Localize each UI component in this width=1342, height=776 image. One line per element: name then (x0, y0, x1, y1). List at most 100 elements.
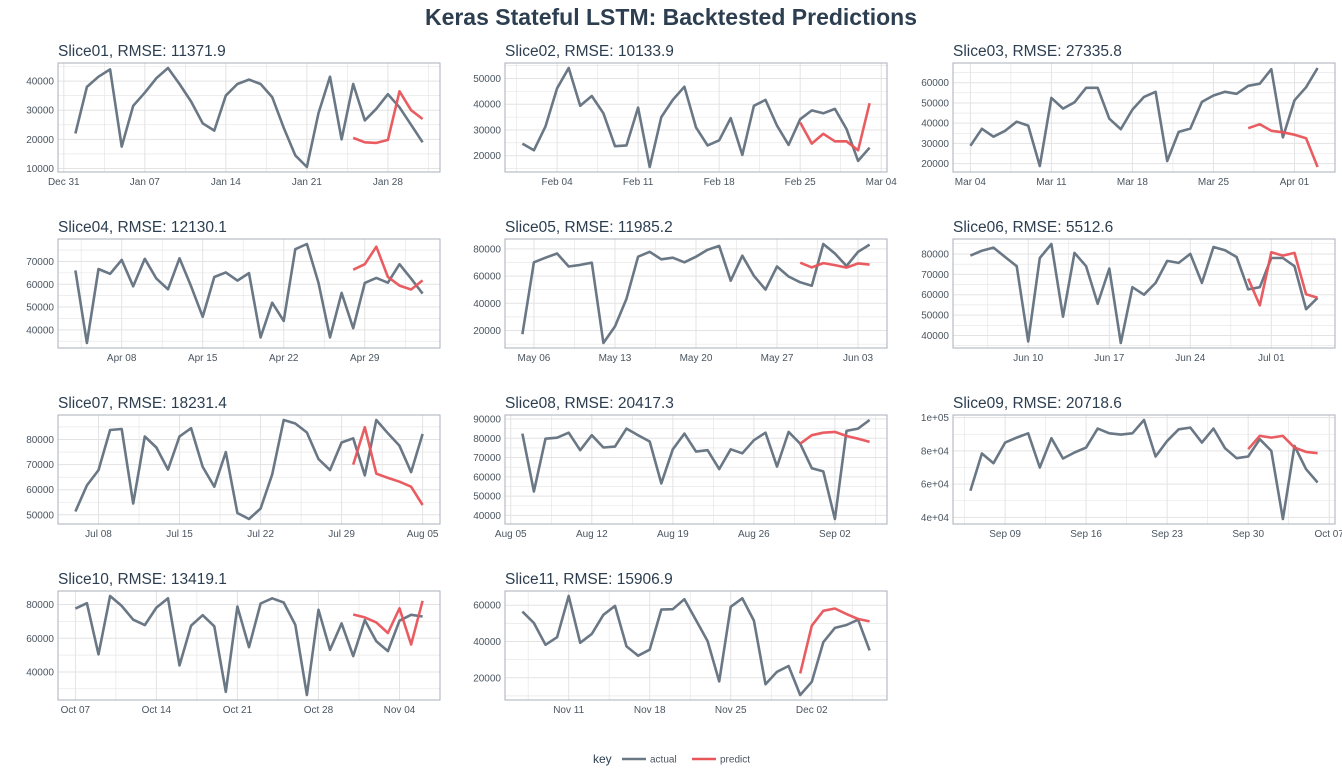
x-tick-label: Mar 18 (1117, 177, 1149, 188)
predict-series-line (1247, 434, 1318, 455)
y-tick-label: 30000 (921, 139, 949, 150)
y-tick-label: 20000 (921, 159, 949, 170)
x-tick-label: Nov 11 (553, 705, 584, 716)
x-tick-label: May 20 (680, 353, 713, 364)
panel-slice07: Slice07, RMSE: 18231.4 50000 60000 70000 800… (26, 395, 441, 540)
panel-slice08: Slice08, RMSE: 20417.3 40000 50000 60000 700… (473, 395, 888, 540)
panel-title: Slice08, RMSE: 20417.3 (505, 395, 674, 412)
panel-title: Slice06, RMSE: 5512.6 (953, 219, 1113, 236)
y-tick-label: 70000 (26, 460, 54, 471)
panel-title: Slice09, RMSE: 20718.6 (953, 395, 1122, 412)
y-tick-label: 60000 (26, 634, 54, 645)
x-tick-label: Apr 15 (188, 353, 218, 364)
chart-title: Keras Stateful LSTM: Backtested Predicti… (424, 4, 918, 30)
y-tick-label: 40000 (921, 331, 949, 342)
predict-series-line (1247, 122, 1319, 168)
y-tick-label: 30000 (26, 106, 54, 117)
x-tick-label: May 13 (599, 353, 632, 364)
actual-series-line (74, 594, 423, 697)
panel-slice02: Slice02, RMSE: 10133.9 20000 30000 40000 500… (473, 43, 897, 188)
x-tick-label: Apr 29 (350, 353, 380, 364)
y-tick-label: 60000 (473, 272, 501, 283)
y-tick-label: 80000 (26, 600, 54, 611)
x-tick-label: Jul 22 (247, 529, 274, 540)
y-tick-label: 40000 (921, 119, 949, 130)
panel-slice01: Slice01, RMSE: 11371.9 10000 20000 30000 400… (26, 43, 441, 188)
x-tick-label: Mar 25 (1198, 177, 1230, 188)
panel-slice09: Slice09, RMSE: 20718.6 4e+04 6e+04 8e+04 1e+… (921, 395, 1342, 540)
x-tick-label: Mar 04 (955, 177, 987, 188)
y-tick-label: 70000 (921, 270, 949, 281)
x-tick-label: Nov 25 (715, 705, 747, 716)
x-tick-label: Mar 04 (866, 177, 898, 188)
y-tick-label: 40000 (26, 77, 54, 88)
y-tick-label: 4e+04 (921, 513, 950, 524)
legend-label-predict: predict (720, 755, 750, 766)
x-tick-label: Oct 21 (223, 705, 253, 716)
x-tick-label: Sep 02 (819, 529, 851, 540)
panel-title: Slice11, RMSE: 15906.9 (505, 571, 673, 588)
y-tick-label: 70000 (26, 257, 54, 268)
panel-border (952, 62, 1336, 173)
x-tick-label: Aug 19 (657, 529, 689, 540)
predict-series-line (799, 102, 871, 152)
x-tick-label: Jun 24 (1175, 353, 1205, 364)
panel-slice06: Slice06, RMSE: 5512.6 40000 50000 60000 7000… (921, 219, 1336, 364)
actual-series-line (74, 66, 424, 169)
y-tick-label: 60000 (26, 485, 54, 496)
predict-series-line (1247, 251, 1318, 307)
y-tick-label: 80000 (921, 249, 949, 260)
x-tick-label: Oct 07 (1314, 529, 1342, 540)
x-tick-label: Sep 23 (1151, 529, 1183, 540)
panel-border (952, 414, 1336, 525)
panel-border (504, 414, 888, 525)
panel-border (57, 62, 441, 173)
x-tick-label: May 27 (761, 353, 794, 364)
actual-series-line (521, 242, 871, 345)
y-tick-label: 40000 (473, 100, 501, 111)
y-tick-label: 50000 (921, 98, 949, 109)
x-tick-label: Feb 11 (623, 177, 654, 188)
legend-label-actual: actual (650, 755, 677, 766)
actual-series-line (521, 418, 871, 521)
actual-series-line (521, 594, 871, 697)
x-tick-label: Apr 22 (269, 353, 299, 364)
x-tick-label: Feb 04 (542, 177, 574, 188)
x-tick-label: Dec 02 (796, 705, 828, 716)
actual-series-line (521, 66, 871, 169)
x-tick-label: Nov 18 (634, 705, 666, 716)
x-tick-label: Aug 05 (407, 529, 439, 540)
x-tick-label: Jul 08 (85, 529, 112, 540)
y-tick-label: 40000 (26, 325, 54, 336)
predict-series-line (799, 261, 870, 269)
panel-slice03: Slice03, RMSE: 27335.8 20000 30000 40000 500… (921, 43, 1336, 188)
predict-series-line (799, 430, 870, 445)
x-tick-label: Jul 29 (328, 529, 355, 540)
x-tick-label: Jun 10 (1013, 353, 1043, 364)
y-tick-label: 1e+05 (921, 413, 950, 424)
predict-series-line (352, 600, 424, 646)
x-tick-label: Feb 25 (785, 177, 817, 188)
y-tick-label: 20000 (26, 135, 54, 146)
x-tick-label: Sep 30 (1232, 529, 1264, 540)
panel-title: Slice03, RMSE: 27335.8 (953, 43, 1122, 60)
actual-series-line (969, 418, 1319, 521)
x-tick-label: Jan 21 (292, 177, 322, 188)
x-tick-label: Jun 17 (1094, 353, 1124, 364)
x-tick-label: Feb 18 (704, 177, 736, 188)
y-tick-label: 90000 (473, 414, 501, 425)
panel-border (504, 590, 888, 701)
y-tick-label: 40000 (473, 299, 501, 310)
y-tick-label: 80000 (473, 434, 501, 445)
x-tick-label: Aug 05 (495, 529, 527, 540)
x-tick-label: Aug 12 (576, 529, 608, 540)
actual-series-line (969, 242, 1319, 345)
x-tick-label: Jan 14 (211, 177, 241, 188)
panel-border (57, 414, 441, 525)
y-tick-label: 60000 (473, 472, 501, 483)
x-tick-label: Jul 15 (166, 529, 193, 540)
y-tick-label: 40000 (473, 511, 501, 522)
y-tick-label: 20000 (473, 151, 501, 162)
panel-title: Slice02, RMSE: 10133.9 (505, 43, 674, 60)
x-tick-label: Oct 07 (61, 705, 91, 716)
